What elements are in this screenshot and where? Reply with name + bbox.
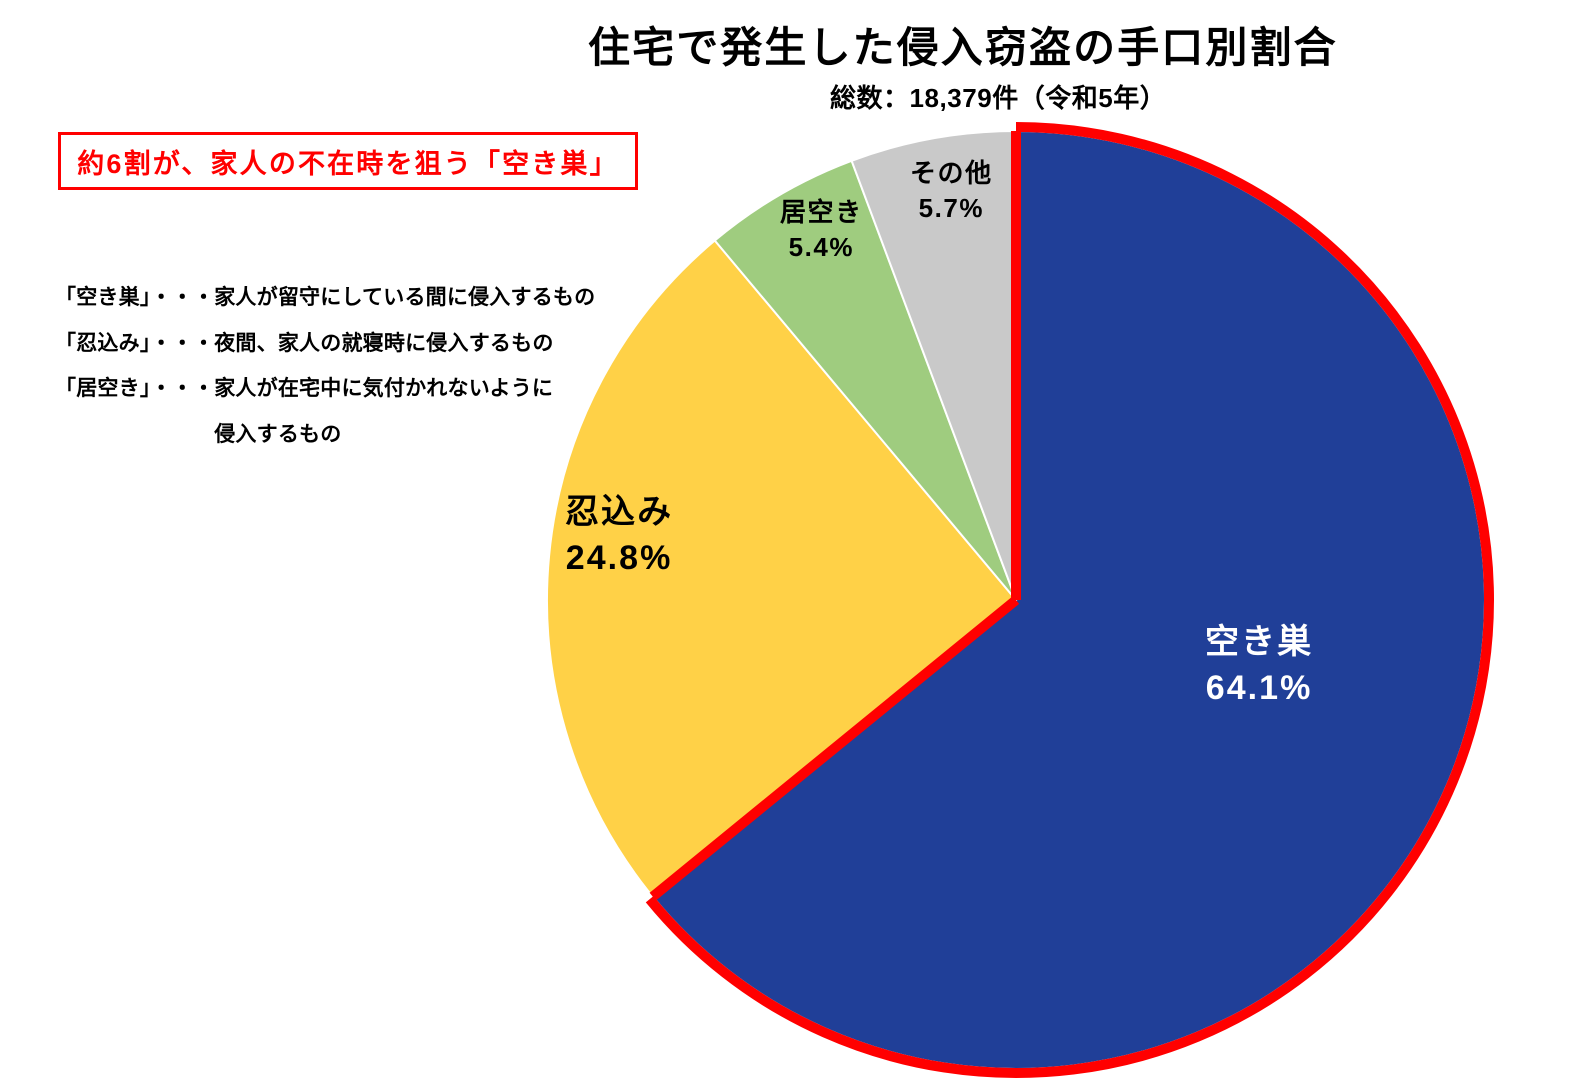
slice-label-忍込み: 忍込み24.8%	[565, 490, 673, 582]
slice-label-name: 空き巣	[1205, 620, 1313, 666]
slice-label-value: 5.7%	[910, 191, 993, 226]
slice-label-その他: その他5.7%	[910, 156, 993, 226]
chart-title: 住宅で発生した侵入窃盗の手口別割合	[588, 14, 1338, 75]
definition-row: 「忍込み」・・・夜間、家人の就寝時に侵入するもの	[55, 326, 595, 362]
slice-label-name: 居空き	[780, 195, 863, 230]
definitions-list: 「空き巣」・・・家人が留守にしている間に侵入するもの「忍込み」・・・夜間、家人の…	[55, 280, 595, 463]
slice-label-name: 忍込み	[565, 490, 673, 536]
definition-term: 「空き巣」	[55, 286, 151, 309]
definition-row: 「居空き」・・・家人が在宅中に気付かれないように	[55, 371, 595, 407]
definition-desc: ・・・家人が留守にしている間に侵入するもの	[151, 286, 596, 309]
definition-desc: 侵入するもの	[151, 423, 342, 446]
definition-row: 「居空き」 侵入するもの	[55, 417, 595, 453]
slice-label-空き巣: 空き巣64.1%	[1205, 620, 1313, 712]
definition-term: 「忍込み」	[55, 332, 151, 355]
slice-label-value: 64.1%	[1205, 666, 1313, 712]
definition-desc: ・・・家人が在宅中に気付かれないように	[151, 377, 554, 400]
definition-row: 「空き巣」・・・家人が留守にしている間に侵入するもの	[55, 280, 595, 316]
pie-chart	[533, 117, 1499, 1083]
slice-label-居空き: 居空き5.4%	[780, 195, 863, 265]
slice-label-name: その他	[910, 156, 993, 191]
definition-term: 「居空き」	[55, 377, 151, 400]
slice-label-value: 24.8%	[565, 536, 673, 582]
chart-subtitle: 総数：18,379件（令和5年）	[830, 78, 1166, 115]
slice-label-value: 5.4%	[780, 230, 863, 265]
definition-desc: ・・・夜間、家人の就寝時に侵入するもの	[151, 332, 554, 355]
